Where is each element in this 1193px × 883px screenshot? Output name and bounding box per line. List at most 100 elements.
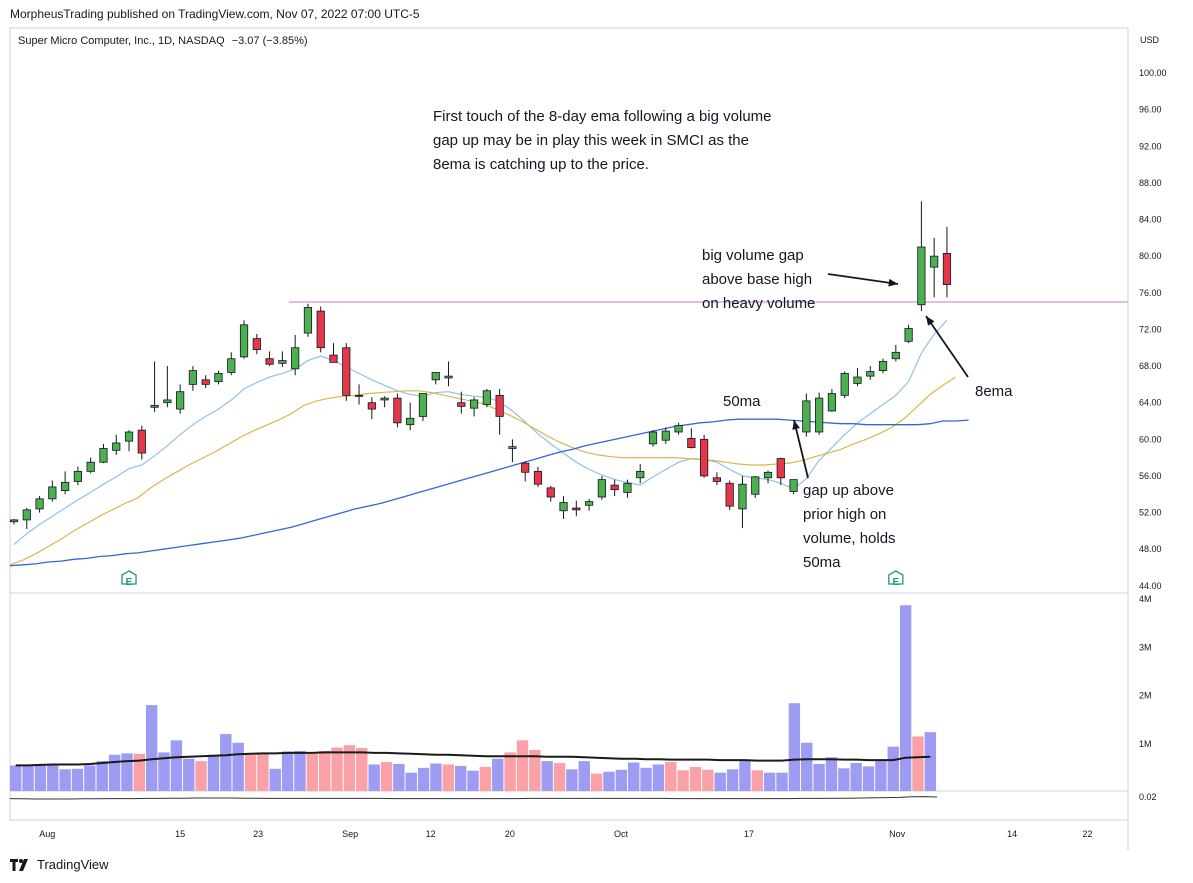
candle — [469, 397, 479, 417]
candle — [22, 508, 31, 530]
candle — [112, 434, 121, 455]
volume-bar — [319, 750, 331, 791]
candle-body — [329, 354, 338, 363]
candle — [99, 443, 108, 464]
candle — [789, 479, 798, 495]
candle — [367, 397, 376, 420]
candle — [393, 393, 402, 428]
candle — [904, 324, 913, 344]
volume-bar — [726, 769, 739, 791]
volume-tick-label: 4M — [1139, 594, 1152, 604]
candle — [201, 375, 210, 389]
candle — [776, 457, 785, 486]
candle-body — [853, 376, 862, 384]
candle — [354, 384, 364, 405]
earnings-marker-icon — [121, 570, 137, 585]
volume-bar — [702, 769, 714, 791]
arrow-head — [888, 278, 898, 287]
candle — [176, 384, 185, 414]
price-tick-label: 100.00 — [1139, 68, 1167, 78]
note-text: First touch of the 8-day ema following a… — [433, 108, 772, 125]
candle — [521, 461, 530, 482]
volume-bar — [825, 757, 838, 791]
candle-body — [917, 246, 926, 306]
indicator-line — [9, 796, 938, 800]
price-chart[interactable]: USD 100.00 96.00 92.00 88.00 84.00 80.00 76.00 7… — [0, 0, 1193, 850]
moving-average-lines — [9, 301, 1128, 567]
candle — [163, 366, 172, 408]
candle-body — [610, 484, 619, 491]
price-tick-label: 76.00 — [1139, 288, 1162, 298]
footer-brand: TradingView — [37, 857, 109, 872]
volume-bar — [145, 705, 158, 791]
candle-body — [367, 402, 376, 410]
volume-bar — [788, 703, 801, 791]
candle — [751, 475, 760, 498]
candle — [342, 343, 351, 401]
volume-bar — [467, 770, 479, 791]
candle — [418, 393, 428, 421]
candle-body — [380, 397, 389, 401]
candle — [687, 428, 696, 449]
volume-bar — [244, 754, 257, 791]
volume-tick-label: 2M — [1139, 691, 1152, 701]
candle — [815, 392, 824, 435]
volume-tick-label: 3M — [1139, 642, 1152, 652]
time-tick-label: 15 — [175, 829, 185, 839]
candle-body — [623, 482, 632, 493]
candle — [661, 427, 670, 444]
volume-bar — [529, 749, 541, 791]
candle-body — [508, 446, 517, 449]
candle — [482, 388, 491, 408]
candles — [9, 201, 952, 530]
volume-bar — [899, 605, 912, 791]
candle — [239, 320, 249, 359]
candle — [942, 226, 952, 298]
candle — [303, 303, 313, 337]
volume-bar — [541, 761, 553, 791]
gap-label-text: above base high — [702, 271, 812, 288]
candle-body — [776, 458, 785, 479]
price-tick-label: 96.00 — [1139, 105, 1162, 115]
candle — [610, 479, 619, 497]
candle-body — [457, 402, 466, 407]
candle — [137, 425, 146, 460]
volume-bar — [269, 768, 281, 791]
candle-body — [342, 347, 351, 396]
volume-bar — [492, 758, 504, 791]
volume-bar — [924, 732, 937, 791]
candle-body — [725, 482, 734, 507]
time-tick-label: 23 — [253, 829, 263, 839]
candle — [853, 367, 862, 387]
candle-body — [712, 477, 722, 482]
footer: TradingView — [10, 857, 109, 872]
volume-bar — [813, 763, 825, 791]
candle-body — [354, 394, 364, 397]
candle-body — [112, 442, 121, 451]
candle-body — [22, 509, 31, 521]
candle-body — [61, 481, 70, 491]
candle-body — [418, 393, 428, 417]
candle-body — [878, 361, 888, 372]
volume-bar — [677, 770, 689, 791]
currency-label: USD — [1140, 35, 1160, 45]
volume-bar — [121, 753, 133, 791]
candle-body — [124, 431, 134, 442]
candle — [265, 351, 274, 367]
candle-body — [687, 437, 696, 448]
candle — [188, 366, 198, 391]
axes: USD 100.00 96.00 92.00 88.00 84.00 80.00 76.00 7… — [39, 35, 1166, 839]
volume-bars — [9, 605, 938, 800]
volume-bar — [232, 742, 244, 791]
candle — [674, 422, 683, 435]
candle-body — [431, 372, 440, 381]
candle-body — [316, 310, 325, 349]
candle-body — [585, 501, 594, 506]
arrow-shaft — [827, 273, 899, 285]
candle — [559, 496, 568, 519]
candle-body — [533, 470, 543, 485]
candle-body — [942, 253, 952, 285]
candle-body — [99, 448, 108, 463]
candle — [597, 475, 606, 500]
candle-body — [48, 486, 57, 500]
